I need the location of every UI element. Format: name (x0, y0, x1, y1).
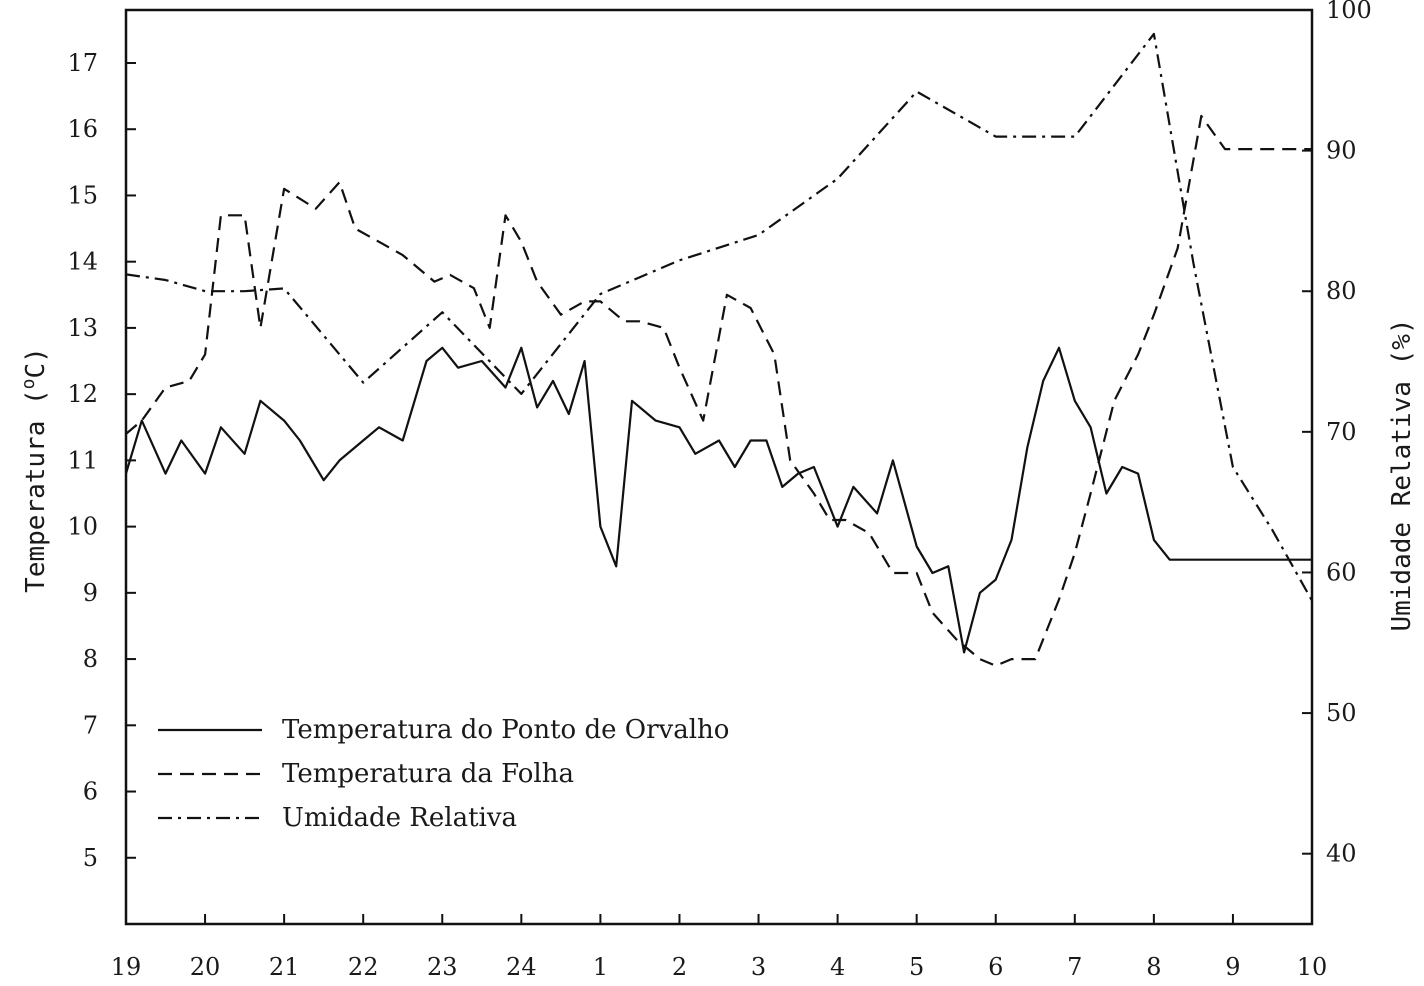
y-tick-label: 12 (67, 380, 98, 408)
series-line-2 (125, 114, 1312, 667)
y2-tick-label: 40 (1326, 840, 1357, 868)
plot-frame (124, 8, 1314, 926)
y-tick-label: 6 (83, 778, 98, 806)
legend: Temperatura do Ponto de Orvalho Temperatu… (158, 715, 729, 833)
y2-tick-label: 50 (1326, 699, 1357, 727)
x-tick-label: 8 (1146, 953, 1161, 981)
y-tick-label: 7 (83, 711, 98, 739)
y-tick-label: 13 (67, 314, 98, 342)
x-tick-label: 19 (111, 953, 142, 981)
y2-tick-label: 90 (1326, 137, 1357, 165)
y-axis-right: 40 50 60 70 80 90 100 (1302, 0, 1372, 868)
y-tick-label: 16 (67, 115, 98, 143)
y2-tick-label: 60 (1326, 558, 1357, 586)
x-tick-label: 20 (190, 953, 221, 981)
x-tick-label: 1 (593, 953, 608, 981)
x-tick-label: 9 (1225, 953, 1240, 981)
x-tick-label: 6 (988, 953, 1003, 981)
y2-tick-label: 80 (1326, 277, 1357, 305)
y-axis-title: Temperatura (oC) (18, 347, 51, 593)
series-line-1 (124, 346, 1312, 654)
series-layer (124, 32, 1313, 667)
legend-label: Umidade Relativa (282, 803, 517, 833)
x-tick-label: 23 (427, 953, 458, 981)
legend-label: Temperatura da Folha (282, 759, 574, 789)
x-tick-label: 5 (909, 953, 924, 981)
y-tick-label: 15 (67, 181, 98, 209)
x-tick-label: 7 (1067, 953, 1082, 981)
x-axis: 19 20 21 22 23 24 1 2 3 4 5 6 7 8 9 10 (111, 914, 1328, 981)
y-tick-label: 9 (83, 579, 98, 607)
y-tick-label: 17 (67, 49, 98, 77)
y-axis-left: 5 6 7 8 9 10 11 12 13 14 15 16 17 (67, 49, 136, 872)
x-tick-label: 4 (830, 953, 845, 981)
y-tick-label: 14 (67, 248, 98, 276)
y-tick-label: 11 (67, 446, 98, 474)
x-tick-label: 22 (348, 953, 379, 981)
y-tick-label: 10 (67, 513, 98, 541)
y-tick-label: 5 (83, 844, 98, 872)
x-tick-label: 21 (269, 953, 300, 981)
series-line-3 (125, 32, 1313, 602)
y2-tick-label: 100 (1326, 0, 1372, 24)
x-tick-label: 10 (1297, 953, 1328, 981)
y-tick-label: 8 (83, 645, 98, 673)
legend-label: Temperatura do Ponto de Orvalho (282, 715, 729, 745)
x-tick-label: 2 (672, 953, 687, 981)
y2-axis-title: Umidade Relativa (%) (1387, 318, 1417, 631)
x-tick-label: 3 (751, 953, 766, 981)
y2-tick-label: 70 (1326, 418, 1357, 446)
x-tick-label: 24 (506, 953, 537, 981)
